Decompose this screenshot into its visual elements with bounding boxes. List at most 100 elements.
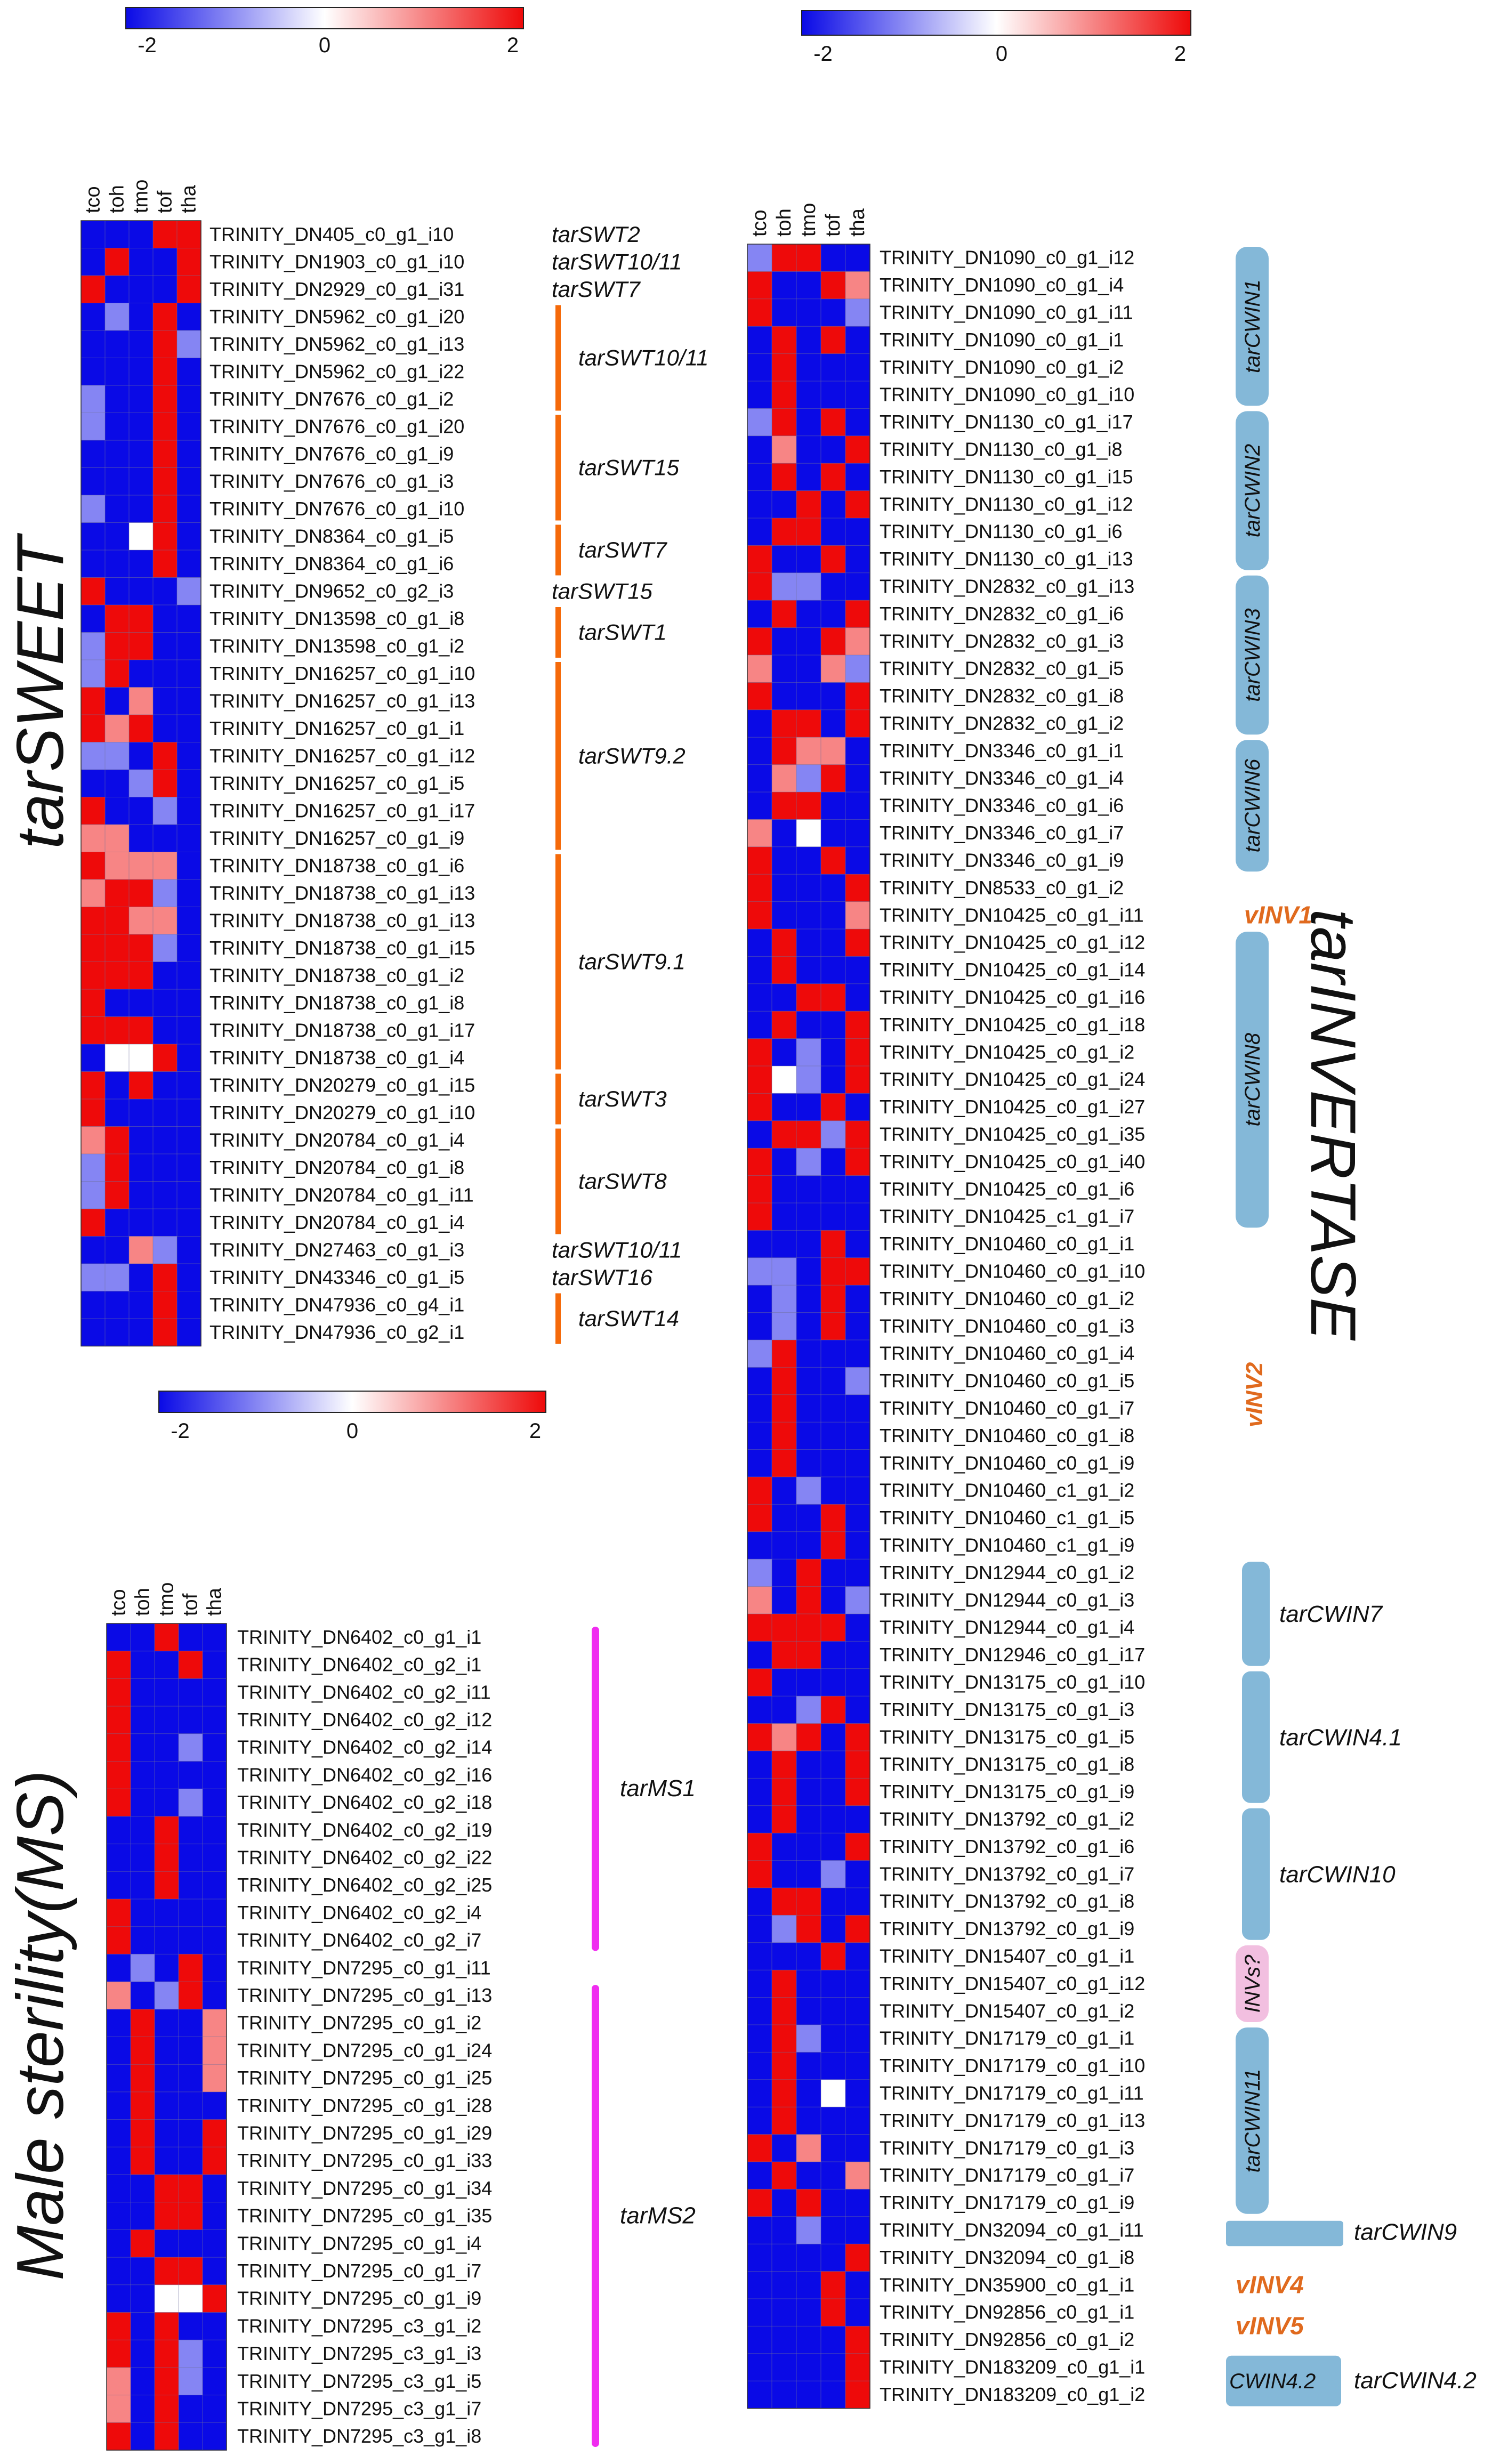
heatmap-cell (845, 1422, 870, 1450)
heatmap-cell (153, 276, 178, 304)
heatmap-cell (179, 1926, 203, 1954)
row-label: TRINITY_DN92856_c0_g1_i1 (880, 2301, 1134, 2323)
heatmap-cell (772, 2052, 797, 2080)
heatmap-cell (845, 846, 870, 875)
heatmap-cell (179, 2340, 203, 2368)
heatmap-cell (796, 326, 821, 354)
heatmap-cell (772, 1614, 797, 1642)
heatmap-cell (821, 463, 846, 491)
heatmap-cell (845, 1257, 870, 1286)
heatmap-cell (81, 1236, 106, 1264)
heatmap-cell (747, 2162, 772, 2190)
heatmap-cell (155, 1733, 179, 1762)
heatmap-cell (177, 577, 201, 605)
heatmap-cell (796, 353, 821, 382)
column-label-tha: tha (846, 208, 869, 237)
row-label: TRINITY_DN13792_c0_g1_i6 (880, 1836, 1134, 1857)
group-label-pill (1242, 1808, 1270, 1940)
heatmap-cell (796, 490, 821, 519)
heatmap-cell (772, 518, 797, 546)
heatmap-cell (845, 600, 870, 628)
heatmap-cell (821, 1805, 846, 1833)
heatmap-cell (747, 435, 772, 464)
heatmap-cell (821, 1751, 846, 1779)
heatmap-cell (796, 1011, 821, 1039)
heatmap-cell (131, 1651, 155, 1679)
heatmap-cell (153, 1181, 178, 1209)
heatmap-cell (772, 2189, 797, 2217)
heatmap-cell (107, 2284, 131, 2313)
group-label: tarSWT15 (552, 578, 653, 603)
row-label: TRINITY_DN12944_c0_g1_i4 (880, 1617, 1134, 1638)
row-label: TRINITY_DN32094_c0_g1_i8 (880, 2247, 1134, 2268)
heatmap-cell (845, 2052, 870, 2080)
heatmap-cell (81, 303, 106, 331)
heatmap-cell (177, 1099, 201, 1127)
heatmap-cell (845, 1696, 870, 1724)
row-label: TRINITY_DN10425_c0_g1_i35 (880, 1124, 1145, 1145)
group-bracket-bar (592, 1985, 599, 2447)
heatmap-cell (747, 874, 772, 902)
heatmap-cell (81, 522, 106, 551)
heatmap-cell (796, 792, 821, 820)
heatmap-cell (105, 1099, 130, 1127)
row-label: TRINITY_DN16257_c0_g1_i9 (209, 827, 464, 849)
heatmap-cell (821, 600, 846, 628)
heatmap-cell (747, 2134, 772, 2162)
heatmap-cell (81, 879, 106, 908)
heatmap-cell (131, 1954, 155, 1982)
heatmap-cell (747, 1340, 772, 1368)
row-label: TRINITY_DN16257_c0_g1_i5 (209, 772, 464, 794)
heatmap-cell (153, 660, 178, 688)
heatmap-cell (105, 989, 130, 1017)
heatmap-cell (107, 1982, 131, 2010)
heatmap-cell (821, 2271, 846, 2299)
heatmap-cell (845, 1751, 870, 1779)
heatmap-cell (179, 1871, 203, 1900)
heatmap-cell (821, 1038, 846, 1067)
heatmap-cell (155, 2119, 179, 2147)
heatmap-cell (772, 1805, 797, 1833)
heatmap-cell (821, 1257, 846, 1286)
heatmap-cell (772, 572, 797, 601)
heatmap-cell (772, 709, 797, 738)
row-label: TRINITY_DN13792_c0_g1_i7 (880, 1863, 1134, 1885)
heatmap-cell (203, 2037, 227, 2065)
heatmap-cell (821, 2079, 846, 2107)
heatmap-cell (845, 2381, 870, 2409)
group-label: tarCWIN4.2 (1354, 2368, 1477, 2394)
heatmap-cell (81, 715, 106, 743)
row-label: TRINITY_DN20784_c0_g1_i4 (209, 1211, 464, 1233)
heatmap-cell (821, 846, 846, 875)
heatmap-cell (747, 1888, 772, 1916)
row-label: TRINITY_DN12944_c0_g1_i3 (880, 1589, 1134, 1611)
heatmap-cell (155, 2257, 179, 2285)
heatmap-cell (845, 1093, 870, 1121)
heatmap-cell (772, 1668, 797, 1696)
heatmap-cell (129, 687, 154, 715)
heatmap-cell (129, 907, 154, 935)
heatmap-cell (821, 983, 846, 1012)
heatmap-cell (821, 1367, 846, 1395)
heatmap-cell (131, 1733, 155, 1762)
heatmap-cell (747, 2079, 772, 2107)
heatmap-cell (105, 825, 130, 853)
column-label-tof: tof (180, 1593, 202, 1616)
row-label: TRINITY_DN6402_c0_g2_i25 (237, 1874, 492, 1896)
heatmap-cell (131, 2257, 155, 2285)
heatmap-cell (107, 2175, 131, 2203)
heatmap-cell (203, 2312, 227, 2340)
heatmap-cell (796, 1230, 821, 1258)
heatmap-cell (129, 330, 154, 359)
heatmap-cell (796, 244, 821, 272)
row-label: TRINITY_DN47936_c0_g4_i1 (209, 1294, 464, 1315)
colorbar-tick-label: -2 (138, 34, 157, 57)
heatmap-cell (796, 572, 821, 601)
heatmap-cell (821, 655, 846, 683)
heatmap-cell (81, 330, 106, 359)
heatmap-cell (203, 2340, 227, 2368)
heatmap-cell (747, 764, 772, 793)
heatmap-cell (845, 545, 870, 573)
heatmap-cell (796, 901, 821, 930)
column-label-tof: tof (822, 214, 844, 237)
